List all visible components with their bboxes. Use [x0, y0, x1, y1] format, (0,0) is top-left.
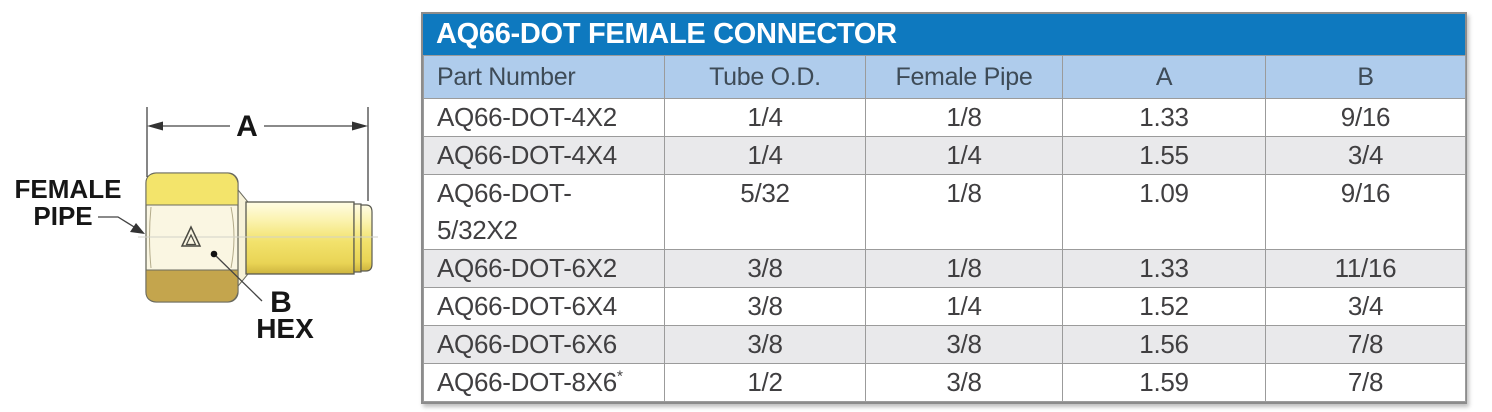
- cell-part-number: AQ66-DOT-4X4: [423, 136, 665, 175]
- cell-b: 7/8: [1265, 363, 1466, 402]
- hex-top-facet: [145, 172, 239, 206]
- cell-b: 7/8: [1265, 325, 1466, 364]
- column-header-tube-o-d: Tube O.D.: [664, 55, 866, 99]
- cell-b: 3/4: [1265, 136, 1466, 175]
- cell-female-pipe: 3/8: [865, 325, 1063, 364]
- table-row: AQ66-DOT-8X6* 1/2 3/8 1.59 7/8: [423, 363, 1466, 402]
- dim-b-label: B: [270, 286, 292, 319]
- cell-female-pipe: 1/8: [865, 174, 1063, 250]
- dim-a-label: A: [236, 110, 258, 143]
- cell-tube-od: 1/4: [664, 98, 866, 137]
- header-row: Part Number Tube O.D. Female Pipe A B: [423, 55, 1466, 99]
- cell-b: 3/4: [1265, 287, 1466, 326]
- table-row: AQ66-DOT-6X4 3/8 1/4 1.52 3/4: [423, 287, 1466, 326]
- table-row: AQ66-DOT-6X2 3/8 1/8 1.33 11/16: [423, 249, 1466, 288]
- cell-part-number: AQ66-DOT-6X2: [423, 249, 665, 288]
- cell-b: 9/16: [1265, 174, 1466, 250]
- cell-tube-od: 3/8: [664, 325, 866, 364]
- tube-collet: [245, 201, 355, 275]
- cell-female-pipe: 3/8: [865, 363, 1063, 402]
- cell-female-pipe: 1/8: [865, 249, 1063, 288]
- cell-part-number: AQ66-DOT-6X4: [423, 287, 665, 326]
- table-row: AQ66-DOT-4X4 1/4 1/4 1.55 3/4: [423, 136, 1466, 175]
- table-row: AQ66-DOT- 5/32X2 5/32 1/8 1.09 9/16: [423, 174, 1466, 250]
- cell-a: 1.33: [1062, 249, 1266, 288]
- table-title: AQ66-DOT FEMALE CONNECTOR: [423, 14, 1465, 55]
- connector-diagram: B HEX A FEMALE PIPE: [15, 107, 378, 344]
- hex-label: HEX: [256, 313, 314, 344]
- cell-tube-od: 3/8: [664, 249, 866, 288]
- female-pipe-label-line2: PIPE: [33, 201, 92, 231]
- cell-b: 9/16: [1265, 98, 1466, 137]
- dot-triangle-mark: [180, 225, 202, 247]
- cell-a: 1.55: [1062, 136, 1266, 175]
- female-pipe-label-line1: FEMALE: [15, 174, 122, 204]
- cell-female-pipe: 1/8: [865, 98, 1063, 137]
- hex-leader-line: [215, 255, 263, 302]
- spec-grid: Part Number Tube O.D. Female Pipe A B AQ66-D…: [423, 55, 1466, 402]
- table-row: AQ66-DOT-6X6 3/8 3/8 1.56 7/8: [423, 325, 1466, 364]
- dot-triangle-mark-inner: [185, 233, 197, 246]
- spec-table: AQ66-DOT FEMALE CONNECTOR Part Number Tub…: [421, 12, 1467, 404]
- cell-a: 1.59: [1062, 363, 1266, 402]
- column-header-part-number: Part Number: [423, 55, 665, 99]
- cell-a: 1.52: [1062, 287, 1266, 326]
- cell-part-number: AQ66-DOT-4X2: [423, 98, 665, 137]
- cell-female-pipe: 1/4: [865, 136, 1063, 175]
- female-pipe-arrow: [130, 223, 145, 234]
- footnote-asterisk: *: [616, 368, 623, 386]
- cell-tube-od: 1/4: [664, 136, 866, 175]
- cell-tube-od: 3/8: [664, 287, 866, 326]
- hex-callout-dot: [210, 250, 218, 258]
- column-header-b: B: [1265, 55, 1466, 99]
- cell-part-number: AQ66-DOT-6X6: [423, 325, 665, 364]
- column-header-a: A: [1062, 55, 1266, 99]
- cell-female-pipe: 1/4: [865, 287, 1063, 326]
- hex-bottom-facet: [145, 269, 239, 303]
- cell-part-number: AQ66-DOT- 5/32X2: [423, 174, 665, 250]
- female-pipe-leader-line: [98, 216, 140, 231]
- cell-a: 1.56: [1062, 325, 1266, 364]
- table-row: AQ66-DOT-4X2 1/4 1/8 1.33 9/16: [423, 98, 1466, 137]
- cell-part-number: AQ66-DOT-8X6*: [423, 363, 665, 402]
- cell-b: 11/16: [1265, 249, 1466, 288]
- collet-ring: [353, 203, 362, 273]
- dim-a-arrow-right: [352, 121, 368, 131]
- collet-end-cap: [360, 204, 373, 272]
- cell-tube-od: 5/32: [664, 174, 866, 250]
- dim-a-arrow-left: [147, 121, 163, 131]
- cell-a: 1.33: [1062, 98, 1266, 137]
- cell-tube-od: 1/2: [664, 363, 866, 402]
- column-header-female-pipe: Female Pipe: [865, 55, 1063, 99]
- cell-a: 1.09: [1062, 174, 1266, 250]
